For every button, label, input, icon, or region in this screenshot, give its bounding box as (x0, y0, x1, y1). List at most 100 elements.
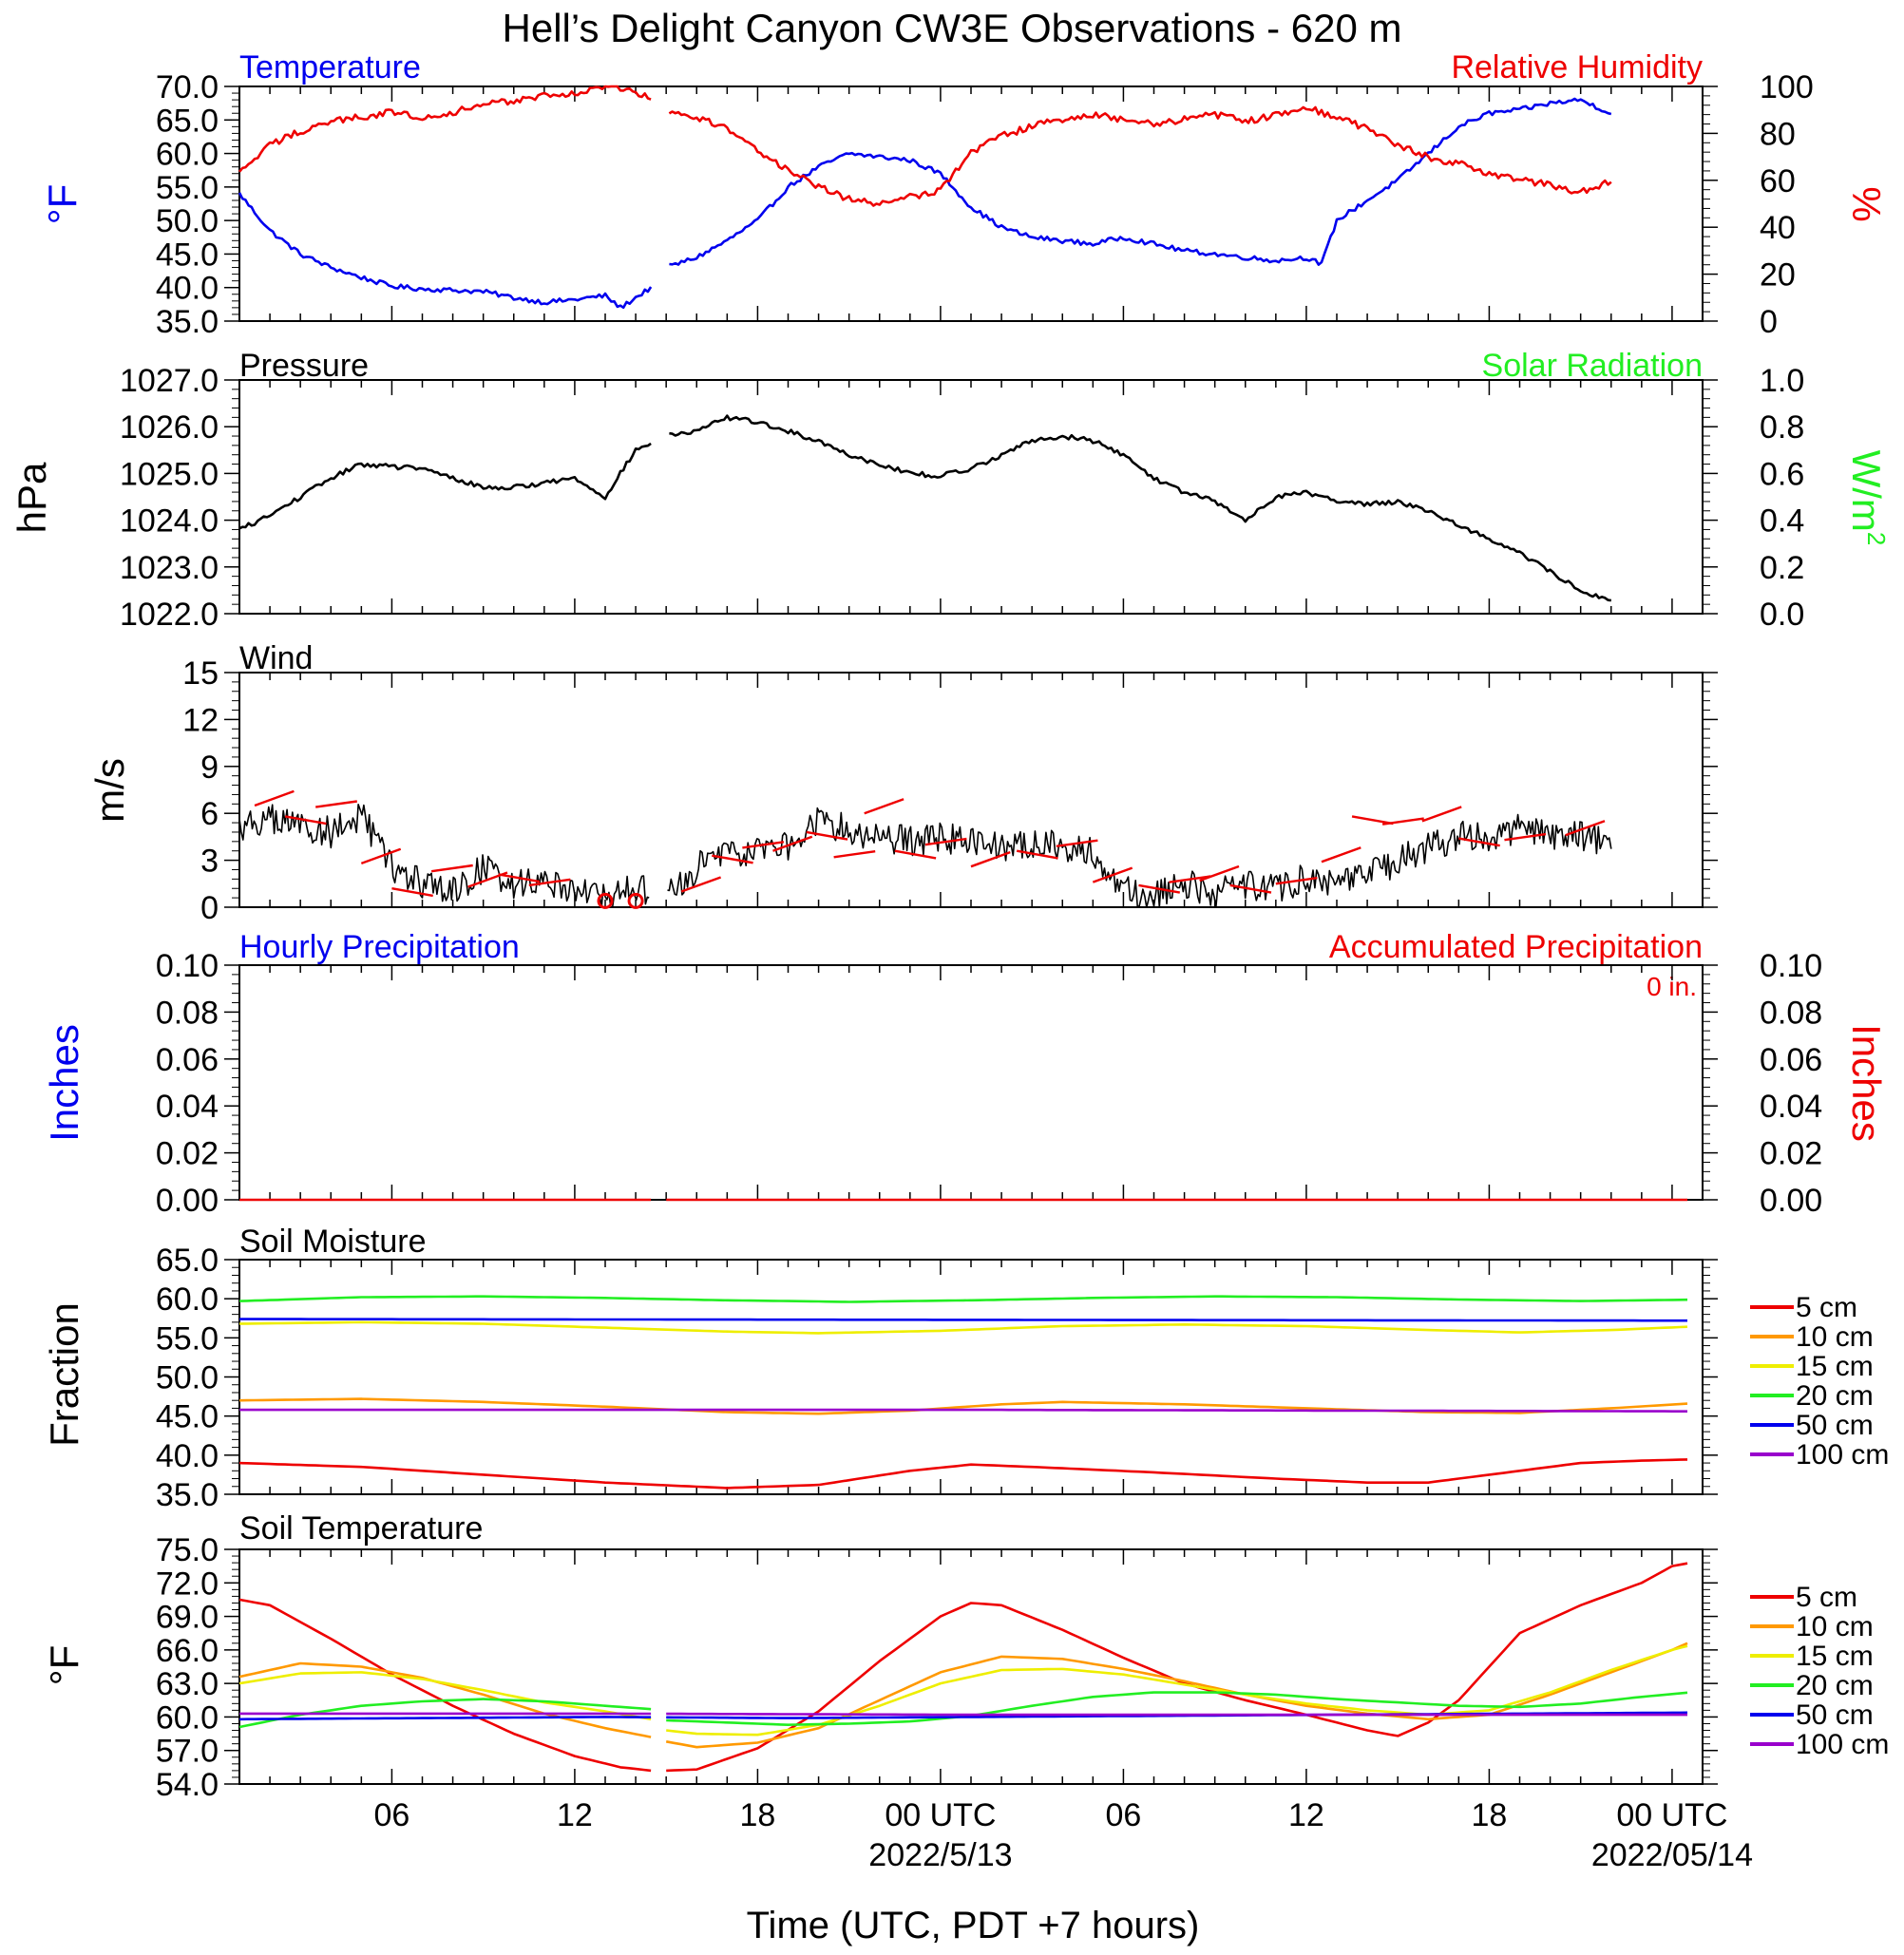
series-line-20-cm (666, 1691, 1688, 1726)
wind-barb (391, 887, 433, 898)
y-right-tick-label: 0.6 (1760, 456, 1804, 492)
y-right-tick-label: 0.10 (1760, 948, 1822, 984)
series-line-15-cm (238, 1671, 652, 1721)
wind-barb (864, 798, 904, 815)
y-right-tick-label: 60 (1760, 163, 1796, 199)
legend-label: 50 cm (1796, 1410, 1874, 1441)
y-right-tick-label: 80 (1760, 116, 1796, 152)
y-tick-label: 45.0 (156, 1399, 219, 1435)
legend-label: 50 cm (1796, 1699, 1874, 1731)
y-right-tick-label: 20 (1760, 257, 1796, 294)
soil-moisture-ylabel: Fraction (42, 1302, 86, 1447)
precip-ylabel: Inches (42, 1024, 86, 1142)
y-tick-label: 54.0 (156, 1767, 219, 1803)
y-tick-label: 72.0 (156, 1566, 219, 1602)
plot-frame (238, 964, 1704, 1201)
y-tick-label: 1023.0 (120, 550, 219, 586)
panel-temp-rh: Temperature Relative Humidity °F % 35.04… (40, 49, 1889, 340)
figure-title: Hell’s Delight Canyon CW3E Observations … (503, 6, 1402, 50)
series-line-relative-humidity (668, 105, 1612, 207)
y-right-tick-label: 1.0 (1760, 363, 1804, 399)
panel-rh-title: Relative Humidity (1451, 49, 1703, 85)
wind-barb (1199, 864, 1240, 883)
x-tick-label: 06 (1106, 1797, 1142, 1833)
y-tick-label: 45.0 (156, 237, 219, 273)
series-line-relative-humidity (238, 85, 652, 173)
soil-temp-ylabel: °F (42, 1645, 86, 1685)
y-tick-label: 55.0 (156, 170, 219, 206)
y-right-tick-label: 0.06 (1760, 1042, 1822, 1078)
y-tick-label: 1027.0 (120, 363, 219, 399)
wind-barb (254, 789, 295, 807)
y-tick-label: 0.10 (156, 948, 219, 984)
panel-pressure-title: Pressure (239, 348, 369, 384)
series-line-50-cm (239, 1318, 1687, 1322)
wind-ylabel: m/s (87, 758, 132, 823)
legend-label: 20 cm (1796, 1380, 1874, 1412)
plot-frame (238, 85, 1704, 322)
wind-barb (1351, 815, 1394, 826)
wind-barb (528, 878, 571, 887)
y-tick-label: 50.0 (156, 1360, 219, 1396)
series-line-20-cm (238, 1295, 1688, 1303)
legend-label: 100 cm (1796, 1439, 1889, 1471)
plot-frame (238, 672, 1704, 908)
y-tick-label: 65.0 (156, 1243, 219, 1279)
wind-barb (680, 876, 722, 893)
calm-wind-marker (597, 892, 614, 909)
series-line-5-cm (238, 1598, 652, 1773)
panel-precip: Hourly Precipitation Accumulated Precipi… (42, 929, 1889, 1219)
y-tick-label: 1022.0 (120, 597, 219, 633)
y-tick-label: 1024.0 (120, 503, 219, 540)
y-tick-label: 35.0 (156, 304, 219, 340)
series-line-temperature (669, 97, 1612, 266)
wind-barb (1321, 846, 1361, 864)
solar-ylabel-sup: 2 (1862, 532, 1891, 545)
legend-label: 5 cm (1796, 1292, 1857, 1323)
legend-label: 5 cm (1796, 1582, 1857, 1613)
y-tick-label: 66.0 (156, 1633, 219, 1669)
y-tick-label: 0.04 (156, 1089, 219, 1125)
x-date-label: 2022/5/13 (868, 1837, 1012, 1873)
wind-barb (284, 815, 327, 826)
wind-barb (1421, 806, 1462, 823)
wind-barb (894, 849, 937, 860)
y-right-tick-label: 0.04 (1760, 1089, 1822, 1125)
y-right-tick-label: 0.02 (1760, 1136, 1822, 1172)
legend-label: 15 cm (1796, 1641, 1874, 1672)
solar-ylabel-base: W/m (1844, 450, 1889, 532)
rh-ylabel: % (1844, 186, 1889, 221)
plot-frame (238, 1548, 1704, 1785)
y-right-tick-label: 40 (1760, 210, 1796, 246)
y-right-tick-label: 0.08 (1760, 995, 1822, 1031)
x-tick-label: 12 (1288, 1797, 1324, 1833)
y-tick-label: 40.0 (156, 271, 219, 307)
y-tick-label: 0.06 (156, 1042, 219, 1078)
wind-barb (924, 837, 967, 846)
series-line-temperature (238, 192, 653, 310)
y-tick-label: 57.0 (156, 1734, 219, 1770)
wind-barb (1565, 820, 1606, 837)
wind-barb (1016, 849, 1058, 860)
wind-barb (1458, 837, 1500, 847)
y-tick-label: 0 (200, 890, 219, 926)
wind-barb (772, 835, 813, 852)
y-right-tick-label: 100 (1760, 69, 1814, 105)
series-line-pressure (238, 442, 652, 530)
y-tick-label: 60.0 (156, 1281, 219, 1318)
panel-soil-temp-title: Soil Temperature (239, 1510, 483, 1547)
y-tick-label: 60.0 (156, 1699, 219, 1736)
y-tick-label: 0.08 (156, 995, 219, 1031)
x-tick-label: 18 (1472, 1797, 1508, 1833)
calm-wind-marker (627, 892, 644, 909)
y-tick-label: 15 (182, 655, 219, 692)
x-tick-label: 00 UTC (885, 1797, 996, 1833)
plot-frame (238, 1259, 1704, 1495)
y-right-tick-label: 0.0 (1760, 597, 1804, 633)
wind-barb (1138, 883, 1181, 894)
series-line-100-cm (239, 1408, 1687, 1413)
series-line-10-cm (238, 1397, 1688, 1415)
series-line-10-cm (665, 1642, 1688, 1749)
y-right-tick-label: 0 (1760, 304, 1778, 340)
